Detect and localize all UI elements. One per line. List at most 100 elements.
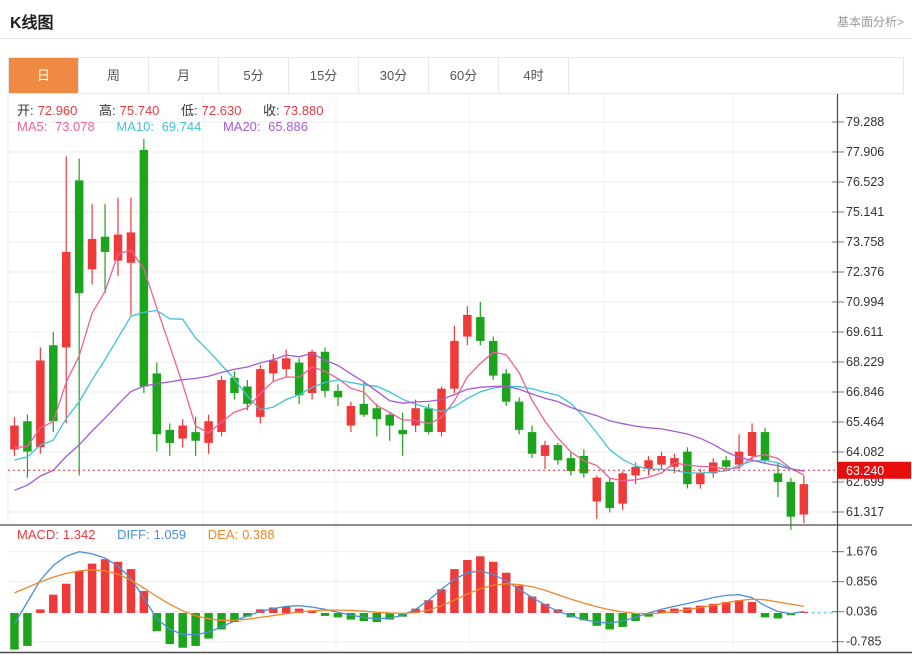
price-axis-label: 79.288 [846,115,884,129]
macd-bar [670,608,679,613]
candle [489,336,498,380]
candle [385,412,394,441]
page-title: K线图 [10,15,54,32]
price-axis-label: 73.758 [846,235,884,249]
tab-30min[interactable]: 30分 [359,58,429,93]
candle [501,369,511,407]
macd-bar [281,606,291,613]
candle-body [773,473,783,482]
candle-body [605,481,614,509]
candle-body [385,414,394,426]
fundamental-analysis-link[interactable]: 基本面分析> [836,15,904,29]
macd-bar [139,591,149,613]
ma20-label: MA20: [222,119,261,134]
candle [514,397,524,435]
macd-axis-label: 0.036 [846,605,877,619]
macd-bar [721,602,731,613]
candle-body [786,481,796,517]
macd-bar [385,612,394,620]
tab-day[interactable]: 日 [9,58,79,93]
candle [126,197,136,315]
candle [346,401,356,433]
candle [307,349,317,400]
ma20-value: 65.886 [268,119,308,134]
macd-bar [307,611,317,613]
macd-bar [747,602,757,613]
macd-bar [152,612,162,632]
macd-bar [217,612,226,630]
macd-bar [23,612,32,646]
macd-bar [489,561,498,613]
candle [178,419,187,448]
candle-body [281,358,291,370]
ma5-value: 73.078 [54,119,95,134]
macd-bar [540,603,550,613]
candle [139,139,149,394]
macd-value: 1.342 [62,527,96,542]
macd-bar [178,612,187,648]
candle-body [230,377,239,394]
candle [644,455,653,476]
candle-body [618,473,627,504]
macd-bar [191,612,200,646]
candle-body [799,484,809,515]
macd-bar [320,612,330,616]
candle-body [644,460,653,469]
candle [269,353,278,383]
candle-body [424,408,433,433]
candle-body [411,408,420,426]
candle [553,442,563,465]
candle-body [307,351,317,394]
tab-month[interactable]: 月 [149,58,219,93]
price-axis-label: 75.141 [846,205,884,219]
price-axis-label: 64.082 [846,445,884,459]
candle [708,458,718,478]
candle [605,477,614,513]
tab-60min[interactable]: 60分 [429,58,499,93]
candle-body [23,421,32,452]
tab-15min[interactable]: 15分 [289,58,359,93]
price-axis-label: 72.376 [846,265,884,279]
current-price-badge: 63.240 [838,461,911,479]
candle [476,301,485,346]
macd-bar [113,561,123,613]
candle [49,332,58,433]
candle [333,384,343,407]
macd-bar [579,612,589,621]
tab-week[interactable]: 周 [79,58,149,93]
price-axis-label: 66.846 [846,385,884,399]
high-value: 75.740 [119,103,160,118]
high-label: 高: [99,103,116,118]
candle-body [463,314,472,337]
macd-histogram [10,556,809,650]
price-axis-label: 70.994 [846,295,884,309]
candle-body [87,238,97,270]
macd-bar [87,563,97,613]
candle [696,468,705,489]
candle-body [178,425,187,439]
price-axis-label: 77.906 [846,145,884,159]
macd-bar [644,612,653,617]
price-axis-label: 65.464 [846,415,884,429]
candle-body [61,251,71,348]
tab-4hour[interactable]: 4时 [499,58,569,93]
macd-bar [450,569,459,613]
candle [191,416,200,456]
period-tabstrip: 日 周 月 5分 15分 30分 60分 4时 [8,57,904,94]
candle-body [476,317,485,341]
candlestick-series [10,139,809,530]
tab-5min[interactable]: 5分 [219,58,289,93]
candle-body [113,234,123,261]
candle-body [631,466,640,476]
macd-axis-label: 0.856 [846,575,877,589]
ma-info-bar: MA5: 73.078 MA10: 69.744 MA20: 65.886 [17,119,326,134]
macd-bar [243,612,252,617]
diff-line [13,551,804,636]
candle [799,475,809,524]
candle-body [74,180,84,294]
macd-bar [708,603,718,613]
candle-body [10,425,19,450]
macd-bar [592,612,602,626]
